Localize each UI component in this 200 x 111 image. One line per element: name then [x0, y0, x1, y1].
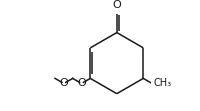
Text: O: O [77, 78, 85, 88]
Text: O: O [59, 78, 68, 88]
Text: O: O [112, 0, 121, 10]
Text: CH₃: CH₃ [152, 78, 170, 88]
